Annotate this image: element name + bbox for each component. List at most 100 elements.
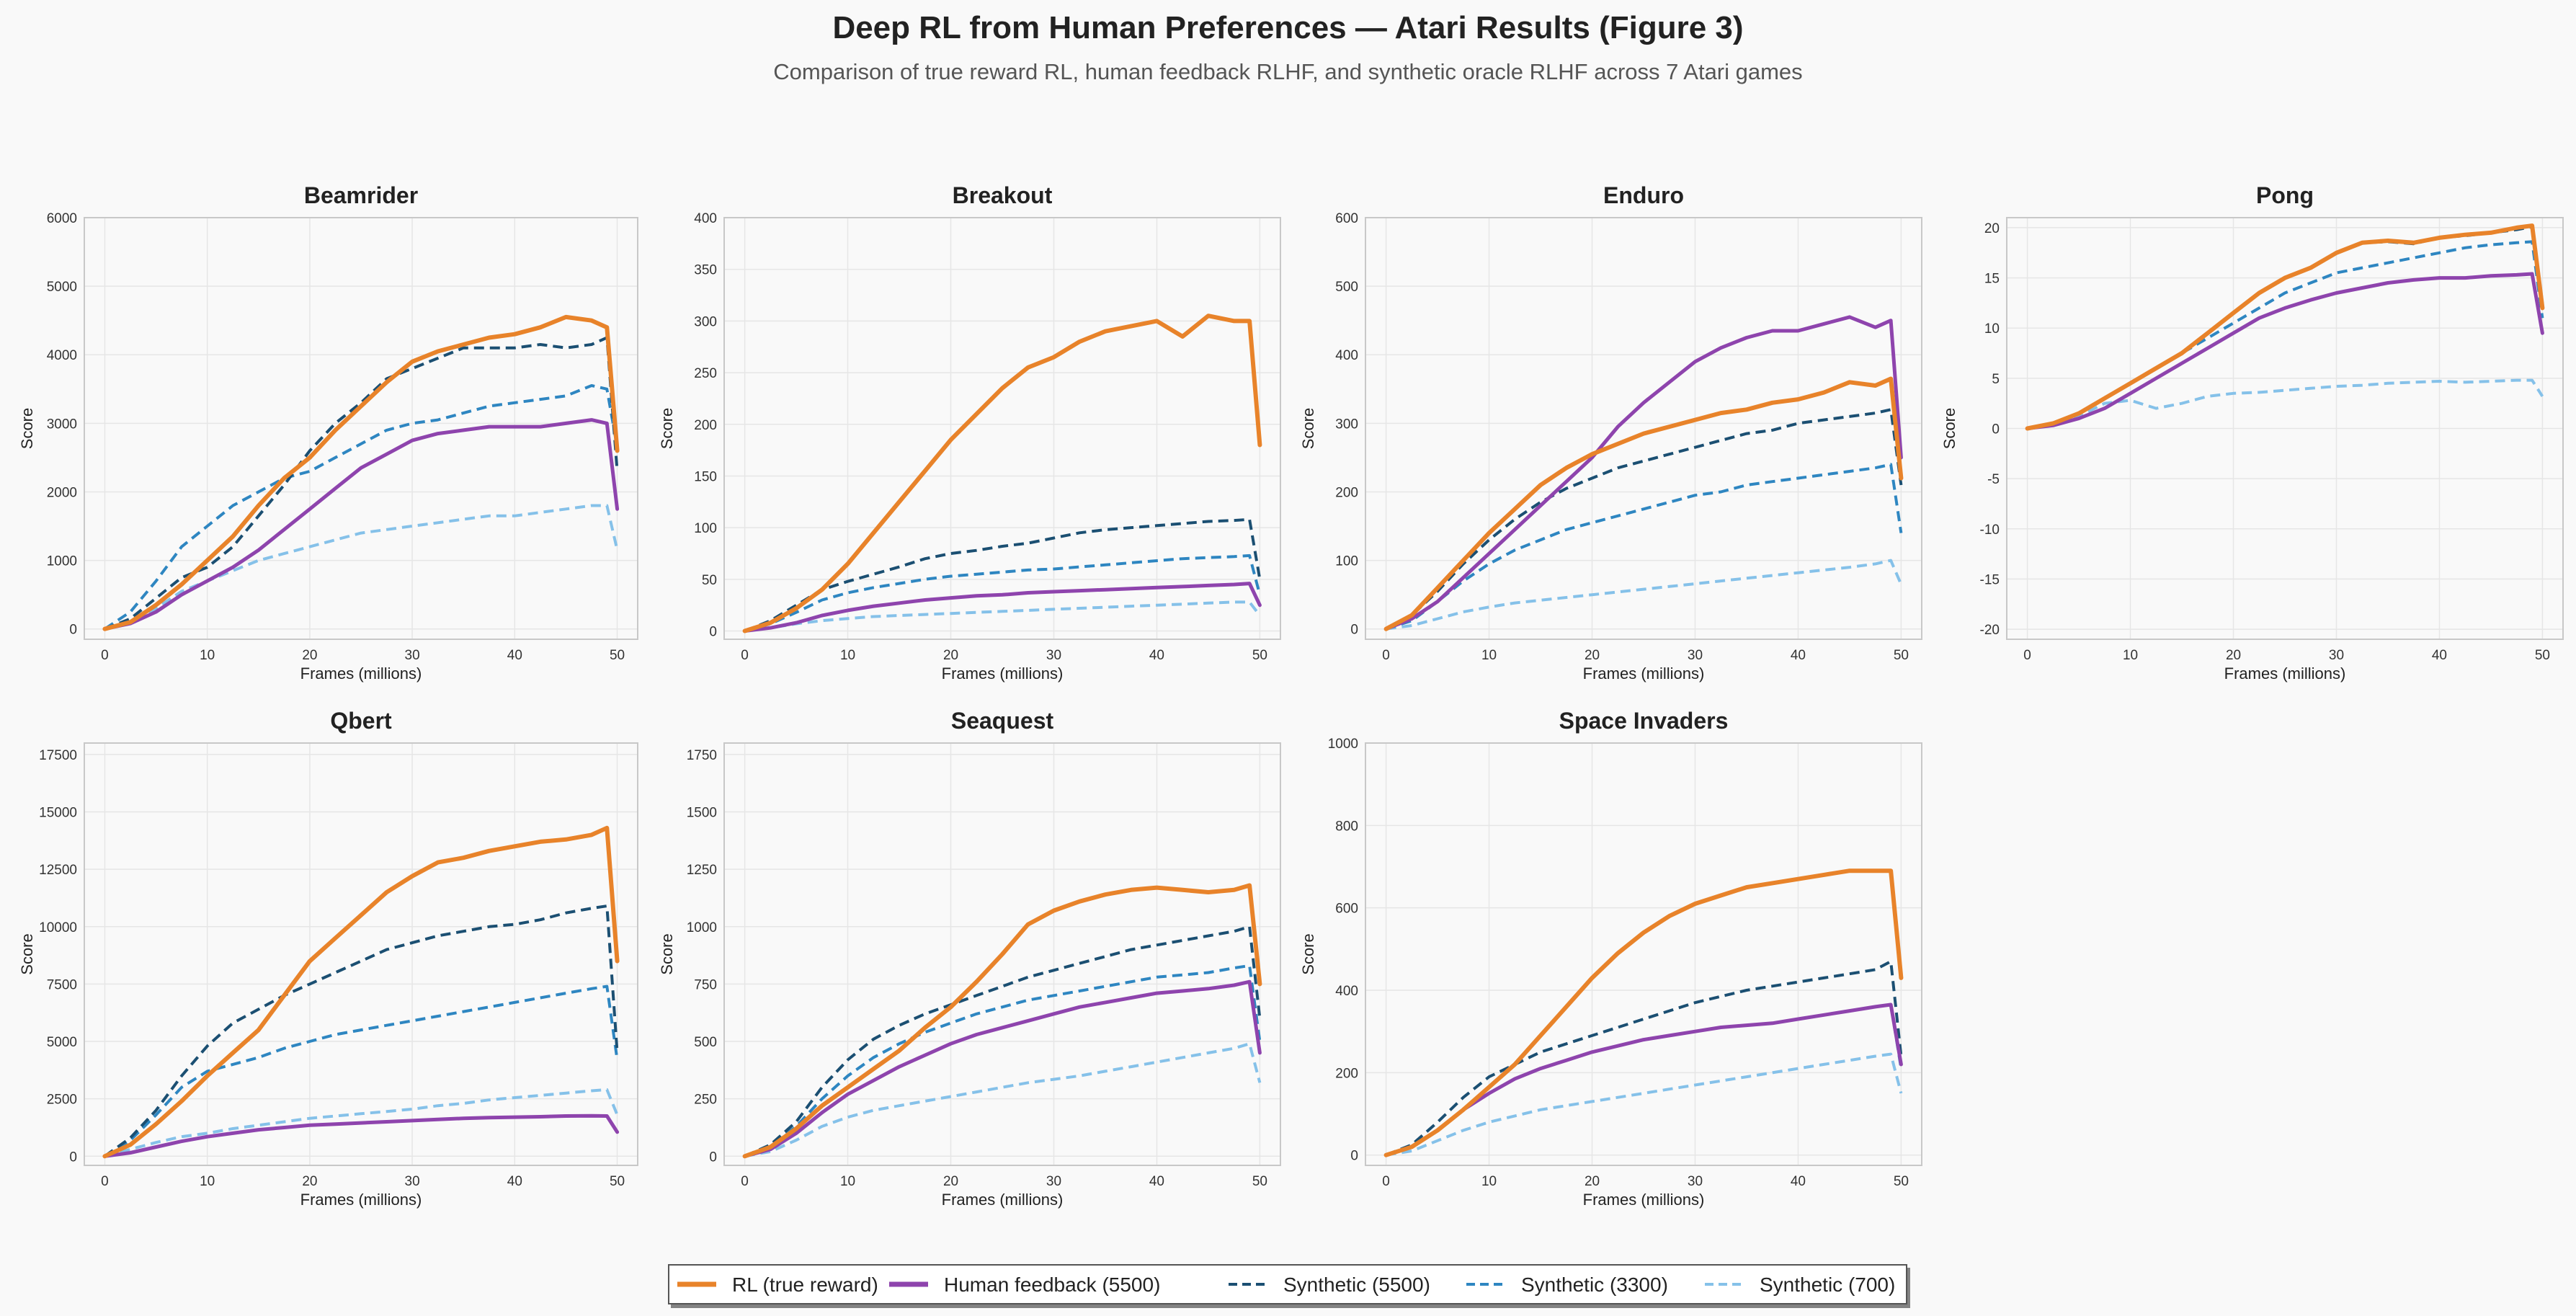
series-line-syn5500 — [104, 904, 619, 1157]
y-tick-label: 0 — [709, 625, 717, 640]
x-tick-label: 20 — [1585, 1174, 1600, 1189]
y-tick-label: 1000 — [1328, 737, 1358, 752]
x-tick-label: 20 — [1585, 648, 1600, 663]
panel-enduro: 0 10 20 30 40 500100200300400500600EnduroFram… — [1299, 182, 1922, 683]
x-tick-label: 0 — [741, 1174, 749, 1189]
y-tick-label: 100 — [1335, 554, 1358, 569]
x-tick-label: 0 — [741, 648, 749, 663]
y-tick-label: 2000 — [47, 485, 77, 500]
legend-label-syn3300: Synthetic (3300) — [1521, 1273, 1668, 1296]
series-line-human — [1384, 315, 1903, 631]
x-axis-label: Frames (millions) — [300, 664, 422, 683]
series-line-syn5500 — [1385, 408, 1903, 631]
y-tick-label: 10000 — [39, 920, 77, 935]
x-tick-label: 40 — [2432, 648, 2447, 663]
series-line-syn3300 — [744, 964, 1262, 1158]
series-line-syn5500 — [104, 336, 619, 631]
x-tick-label: 50 — [610, 1174, 625, 1189]
panel-pong: 0 10 20 30 40 50 -20 -15 -10 -5 0 5 10 15 20 Pong Frames… — [1940, 182, 2564, 683]
panel-title: Enduro — [1603, 182, 1684, 208]
x-tick-label: 10 — [200, 648, 215, 663]
panel-beamrider: 0 10 20 30 40 50 0 1000 2000 3000 4000 5000 6000 Beam… — [18, 182, 638, 683]
x-tick-label: 40 — [1791, 1174, 1806, 1189]
x-tick-label: 10 — [840, 648, 855, 663]
series-line-human — [2025, 272, 2544, 430]
series-line-rl — [742, 883, 1262, 1159]
x-tick-label: 40 — [507, 648, 522, 663]
x-tick-label: 0 — [101, 648, 109, 663]
plot-area — [1365, 743, 1922, 1165]
x-tick-label: 50 — [1252, 1174, 1267, 1189]
x-tick-label: 10 — [1481, 1174, 1497, 1189]
y-axis-label: Score — [1940, 408, 1958, 449]
legend: RL (true reward) Human feedback (5500) Syn… — [668, 1264, 1907, 1304]
plot-frame — [84, 217, 638, 640]
panel-qbert: 0 10 20 30 40 50 0 2500 5000 7500 10000 12500 15000 1… — [18, 708, 638, 1209]
y-tick-label: 200 — [1335, 485, 1358, 500]
series-line-syn700 — [1386, 1052, 1903, 1157]
x-tick-label: 40 — [507, 1174, 522, 1189]
series-line-syn700 — [1386, 559, 1903, 631]
plot-frame — [723, 217, 1281, 640]
figure-title: Deep RL from Human Preferences — Atari R… — [832, 10, 1744, 45]
x-tick-label: 10 — [200, 1174, 215, 1189]
y-tick-label: 400 — [1335, 984, 1358, 999]
x-tick-label: 30 — [1688, 648, 1703, 663]
y-tick-label: 150 — [694, 469, 717, 484]
y-tick-label: 0 — [709, 1150, 717, 1165]
x-axis-label: Frames (millions) — [2224, 664, 2346, 683]
series-line-syn3300 — [1385, 463, 1903, 631]
series-line-rl — [1383, 868, 1904, 1157]
panel-breakout: 0 10 20 30 40 50 0 50 100 150 200 250 300 350 400 Break… — [658, 182, 1281, 683]
y-tick-label: 750 — [694, 977, 717, 992]
x-tick-label: 30 — [405, 1174, 420, 1189]
plot-frame — [1365, 742, 1922, 1166]
x-tick-label: 40 — [1791, 648, 1806, 663]
series-line-syn5500 — [744, 925, 1262, 1158]
y-tick-label: 2500 — [47, 1093, 77, 1108]
series-line-rl — [102, 314, 620, 631]
plot-area — [724, 218, 1280, 639]
y-tick-label: 100 — [694, 521, 717, 536]
plot-frame — [723, 742, 1281, 1166]
y-tick-label: 10 — [1984, 321, 2000, 337]
panel-space-invaders: 0 10 20 30 40 50 0 200 400 600 800 1000 Space Invade… — [1299, 708, 1922, 1209]
x-tick-label: 40 — [1149, 648, 1164, 663]
y-tick-label: 6000 — [47, 211, 77, 226]
y-tick-label: 5 — [1992, 372, 2000, 387]
legend-label-rl: RL (true reward) — [732, 1273, 878, 1296]
x-tick-label: 50 — [610, 648, 625, 663]
y-tick-label: 0 — [1992, 422, 2000, 437]
x-tick-label: 10 — [2123, 648, 2138, 663]
y-tick-label: 200 — [694, 418, 717, 433]
y-tick-label: 4000 — [47, 348, 77, 363]
panel-seaquest: 0 10 20 30 40 5002505007501000125015001750Sea… — [658, 708, 1281, 1209]
x-axis-label: Frames (millions) — [942, 1191, 1064, 1209]
y-tick-label: 5000 — [47, 1035, 77, 1050]
y-tick-label: 1750 — [687, 748, 717, 763]
y-axis-label: Score — [1299, 933, 1317, 974]
series-line-syn700 — [744, 600, 1261, 633]
plot-area — [84, 218, 638, 639]
y-axis-label: Score — [658, 933, 676, 974]
plot-frame — [1365, 217, 1922, 640]
plot-frame — [84, 742, 638, 1166]
y-tick-label: 600 — [1335, 902, 1358, 917]
panel-title: Pong — [2256, 182, 2314, 208]
plot-frame — [2006, 217, 2564, 640]
y-tick-label: 300 — [1335, 417, 1358, 432]
legend-label-syn700: Synthetic (700) — [1760, 1273, 1895, 1296]
y-tick-label: 1000 — [687, 920, 717, 935]
y-tick-label: 400 — [1335, 348, 1358, 363]
y-tick-label: 0 — [1350, 1149, 1358, 1164]
y-tick-label: 0 — [1350, 623, 1358, 638]
y-tick-label: 800 — [1335, 819, 1358, 834]
y-tick-label: 12500 — [39, 863, 77, 878]
x-tick-label: 20 — [302, 1174, 317, 1189]
x-tick-label: 50 — [1894, 1174, 1909, 1189]
x-tick-label: 20 — [943, 648, 958, 663]
x-tick-label: 30 — [405, 648, 420, 663]
y-tick-label: 5000 — [47, 280, 77, 295]
series-line-rl — [102, 825, 620, 1159]
